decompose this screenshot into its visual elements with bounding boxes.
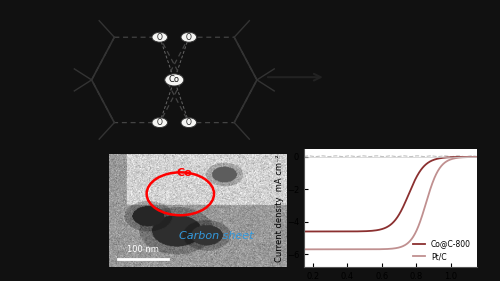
Circle shape [152, 32, 168, 42]
Co@C-800 [470, 155, 476, 158]
Co@C-800 [443, 156, 449, 159]
Pt/C [470, 155, 476, 159]
Pt/C [301, 248, 307, 251]
Circle shape [181, 32, 196, 42]
Text: O: O [157, 118, 162, 127]
Pt/C [383, 247, 389, 251]
Y-axis label: Current density  mA cm⁻²: Current density mA cm⁻² [275, 154, 284, 262]
Co@C-800 [394, 215, 400, 219]
Pt/C [443, 160, 449, 164]
Pt/C [404, 242, 410, 245]
Text: Pyrolysis: Pyrolysis [269, 53, 322, 64]
Co@C-800 [384, 225, 390, 229]
Line: Co@C-800: Co@C-800 [304, 157, 477, 232]
Text: Cobalt(Ⅱ) acetylacetonate: Cobalt(Ⅱ) acetylacetonate [72, 146, 225, 156]
Circle shape [181, 118, 196, 128]
Circle shape [152, 118, 168, 128]
Pt/C [394, 246, 400, 250]
Text: Co: Co [176, 169, 192, 178]
Text: Co: Co [169, 75, 180, 84]
Text: O: O [186, 33, 192, 42]
Text: O: O [157, 33, 162, 42]
Text: O: O [186, 118, 192, 127]
Co@C-800 [404, 196, 410, 200]
Text: Co@C-800: Co@C-800 [374, 68, 468, 86]
Text: 100 nm: 100 nm [127, 245, 159, 254]
Pt/C [384, 247, 390, 251]
Pt/C [474, 155, 480, 158]
Text: 800 °C: 800 °C [279, 91, 312, 101]
Circle shape [165, 74, 184, 86]
Co@C-800 [301, 230, 307, 233]
Co@C-800 [383, 226, 389, 229]
Co@C-800 [474, 155, 480, 158]
Text: Carbon sheet: Carbon sheet [178, 231, 253, 241]
Line: Pt/C: Pt/C [304, 157, 477, 249]
Legend: Co@C-800, Pt/C: Co@C-800, Pt/C [411, 237, 473, 263]
